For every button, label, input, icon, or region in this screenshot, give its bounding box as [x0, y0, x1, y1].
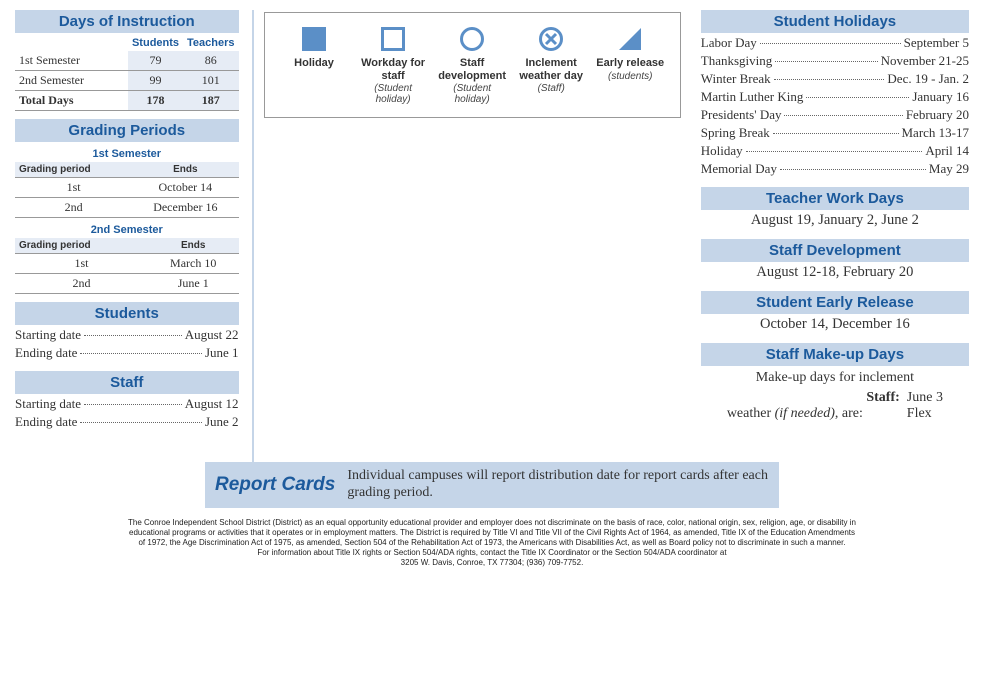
legend-workday: Workday for staff (Student holiday) [356, 25, 431, 105]
grading-periods-header: Grading Periods [15, 119, 239, 142]
holiday-row: Martin Luther KingJanuary 16 [701, 89, 969, 105]
staff-dev-header: Staff Development [701, 239, 969, 262]
legend-inclement: Inclement weather day (Staff) [514, 25, 589, 94]
right-column: Student Holidays Labor DaySeptember 5 Tha… [691, 10, 969, 432]
row-label: 2nd Semester [15, 71, 128, 91]
holiday-row: Labor DaySeptember 5 [701, 35, 969, 51]
students-header: Students [15, 302, 239, 325]
report-cards-title: Report Cards [215, 474, 335, 496]
makeup-header: Staff Make-up Days [701, 343, 969, 366]
legend-holiday: Holiday [277, 25, 352, 71]
legend-early: Early release (students) [593, 25, 668, 82]
staff-end-row: Ending dateJune 2 [15, 414, 239, 430]
holiday-row: Winter BreakDec. 19 - Jan. 2 [701, 71, 969, 87]
holiday-row: Presidents' DayFebruary 20 [701, 107, 969, 123]
holiday-row: Memorial DayMay 29 [701, 161, 969, 177]
makeup-text: Make-up days for inclement weather (if n… [701, 370, 969, 422]
col-students: Students [128, 35, 183, 51]
legend-staffdev: Staff development (Student holiday) [435, 25, 510, 105]
open-square-icon [356, 25, 431, 53]
circle-x-icon [514, 25, 589, 53]
report-cards-bar: Report Cards Individual campuses will re… [205, 462, 779, 508]
middle-column: Holiday Workday for staff (Student holid… [254, 10, 691, 432]
sem1-header: 1st Semester [15, 148, 239, 160]
report-cards-text: Individual campuses will report distribu… [347, 468, 769, 502]
students-end-row: Ending dateJune 1 [15, 345, 239, 361]
teacher-workdays-header: Teacher Work Days [701, 187, 969, 210]
legend-box: Holiday Workday for staff (Student holid… [264, 12, 681, 118]
row-label: 1st Semester [15, 51, 128, 71]
sem2-header: 2nd Semester [15, 224, 239, 236]
grading-sem2-table: Grading period Ends 1stMarch 10 2ndJune … [15, 238, 239, 294]
disclaimer-text: The Conroe Independent School District (… [95, 518, 889, 568]
days-instruction-header: Days of Instruction [15, 10, 239, 33]
staff-start-row: Starting dateAugust 12 [15, 396, 239, 412]
days-instruction-table: Students Teachers 1st Semester 79 86 2nd… [15, 35, 239, 111]
staff-dev-text: August 12-18, February 20 [701, 264, 969, 281]
holiday-row: HolidayApril 14 [701, 143, 969, 159]
holiday-row: ThanksgivingNovember 21-25 [701, 53, 969, 69]
vertical-divider [252, 10, 254, 470]
staff-header: Staff [15, 371, 239, 394]
student-holidays-list: Labor DaySeptember 5 ThanksgivingNovember… [701, 35, 969, 177]
triangle-icon [593, 25, 668, 53]
main-columns: Days of Instruction Students Teachers 1s… [15, 10, 969, 432]
teacher-workdays-text: August 19, January 2, June 2 [701, 212, 969, 229]
filled-square-icon [277, 25, 352, 53]
students-start-row: Starting dateAugust 22 [15, 327, 239, 343]
grading-sem1-table: Grading period Ends 1stOctober 14 2ndDec… [15, 162, 239, 218]
circle-icon [435, 25, 510, 53]
left-column: Days of Instruction Students Teachers 1s… [15, 10, 254, 432]
holiday-row: Spring BreakMarch 13-17 [701, 125, 969, 141]
student-holidays-header: Student Holidays [701, 10, 969, 33]
early-release-text: October 14, December 16 [701, 316, 969, 333]
total-label: Total Days [15, 91, 128, 111]
col-teachers: Teachers [183, 35, 239, 51]
early-release-header: Student Early Release [701, 291, 969, 314]
